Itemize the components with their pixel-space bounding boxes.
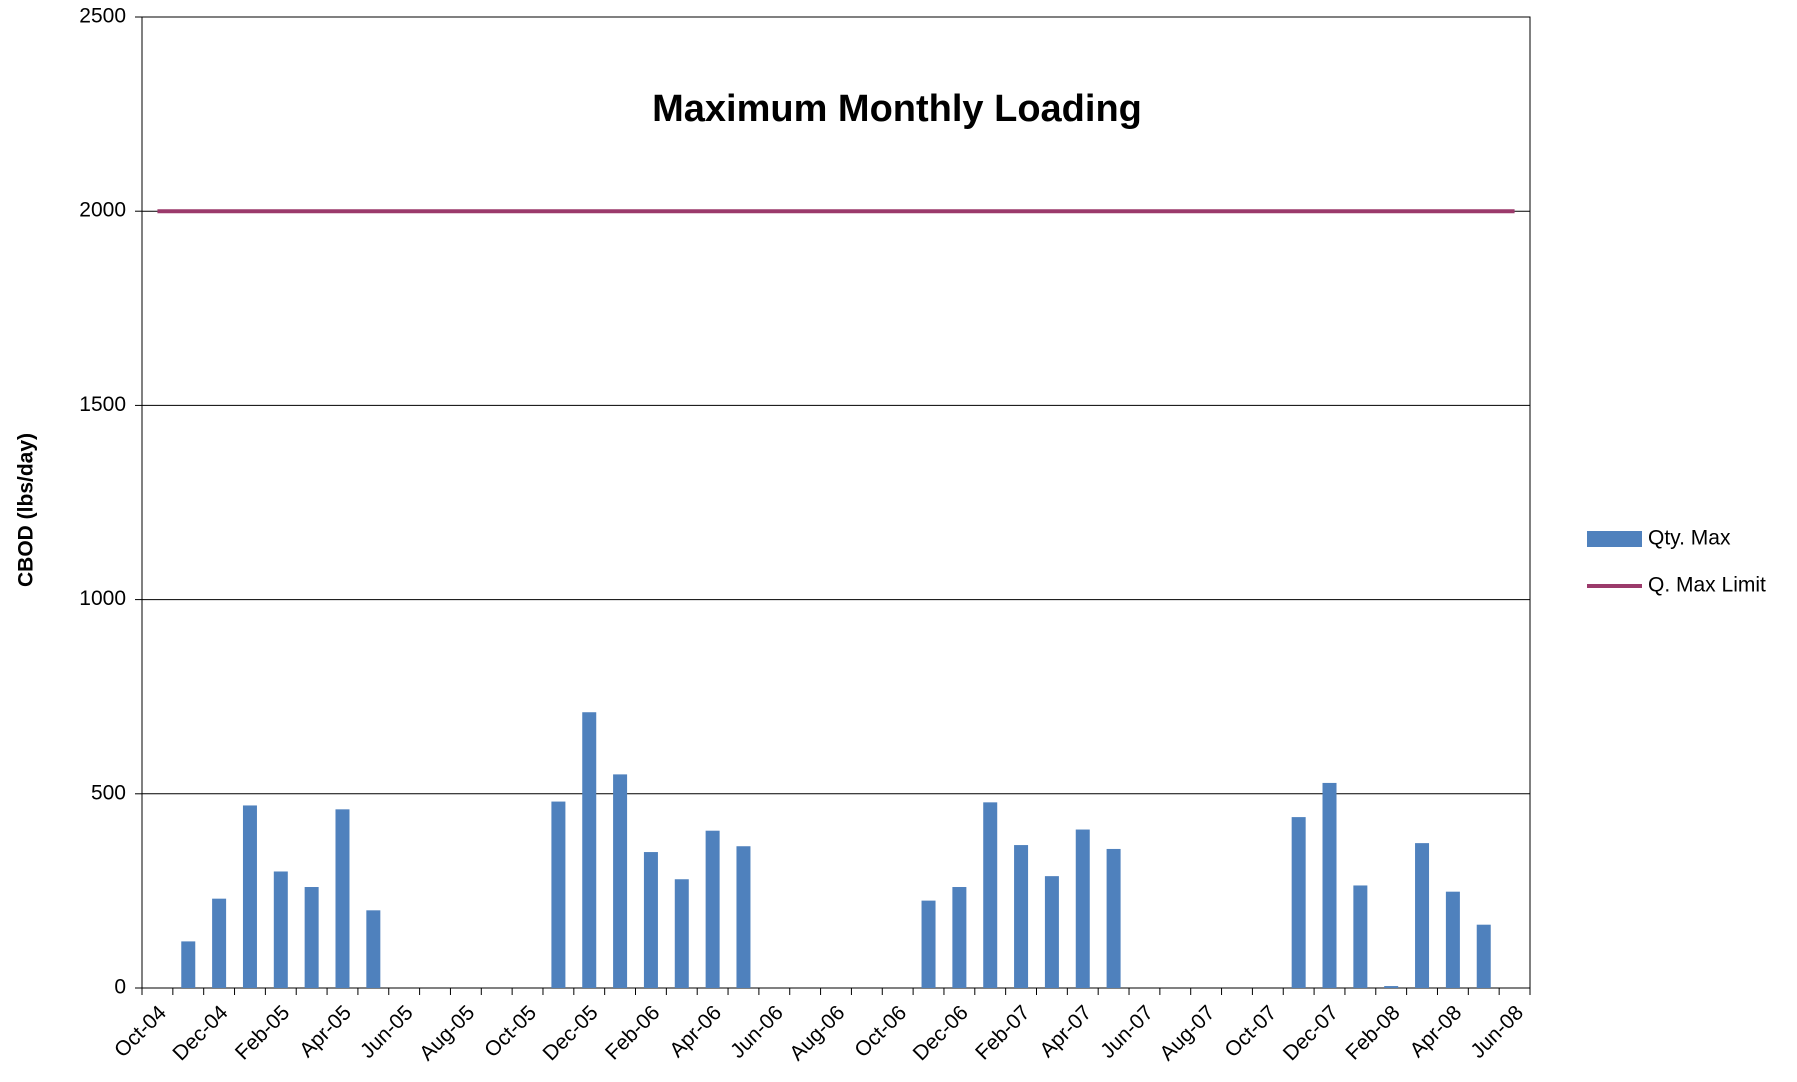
bar xyxy=(1075,829,1090,988)
y-tick-label: 1000 xyxy=(79,587,126,610)
x-tick-label: Dec-06 xyxy=(909,1001,973,1065)
bar xyxy=(952,887,967,988)
x-tick-label: Apr-08 xyxy=(1406,1001,1467,1062)
bar xyxy=(1445,891,1460,988)
x-tick-label: Oct-07 xyxy=(1220,1001,1281,1062)
y-tick-label: 2000 xyxy=(79,199,126,222)
bar xyxy=(304,887,319,988)
y-tick-label: 500 xyxy=(91,781,126,804)
bar xyxy=(366,910,381,988)
bar xyxy=(921,900,936,988)
bar xyxy=(181,941,196,988)
x-tick-label: Aug-05 xyxy=(415,1001,479,1065)
bar xyxy=(1322,782,1337,988)
x-tick-label: Feb-07 xyxy=(971,1001,1034,1064)
legend-swatch xyxy=(1587,531,1642,547)
x-tick-label: Apr-05 xyxy=(295,1001,356,1062)
bar xyxy=(212,898,227,988)
x-tick-label: Apr-06 xyxy=(665,1001,726,1062)
x-tick-label: Apr-07 xyxy=(1035,1001,1096,1062)
x-tick-label: Dec-04 xyxy=(168,1001,232,1065)
x-tick-label: Jun-05 xyxy=(356,1001,418,1063)
x-tick-label: Oct-05 xyxy=(480,1001,541,1062)
y-axis-title: CBOD (lbs/day) xyxy=(15,433,38,587)
chart-title: Maximum Monthly Loading xyxy=(652,88,1142,130)
plot-area xyxy=(141,16,1531,989)
bar xyxy=(1476,924,1491,988)
x-tick-label: Jun-08 xyxy=(1466,1001,1528,1063)
y-tick-label: 1500 xyxy=(79,393,126,416)
bar xyxy=(1415,843,1430,988)
bar xyxy=(1291,817,1306,988)
x-tick-label: Oct-06 xyxy=(850,1001,911,1062)
y-tick-label: 0 xyxy=(114,976,126,999)
x-tick-label: Jun-06 xyxy=(726,1001,788,1063)
bar xyxy=(736,846,751,988)
bar xyxy=(643,852,658,988)
bar xyxy=(705,830,720,988)
bar xyxy=(674,879,689,988)
bar xyxy=(613,774,628,988)
x-tick-label: Oct-04 xyxy=(110,1001,171,1062)
bar xyxy=(582,712,597,988)
y-tick-label: 2500 xyxy=(79,5,126,28)
x-tick-label: Feb-08 xyxy=(1341,1001,1404,1064)
legend-label: Q. Max Limit xyxy=(1648,574,1766,597)
bar xyxy=(551,801,566,988)
bar xyxy=(1384,986,1399,988)
x-tick-label: Jun-07 xyxy=(1096,1001,1158,1063)
x-tick-label: Dec-07 xyxy=(1279,1001,1343,1065)
x-tick-label: Aug-06 xyxy=(785,1001,849,1065)
legend-label: Qty. Max xyxy=(1648,527,1731,550)
bar xyxy=(1014,845,1029,988)
bar xyxy=(1044,876,1059,988)
bar xyxy=(1106,848,1121,988)
bar xyxy=(335,809,350,988)
bar xyxy=(983,802,998,988)
bar xyxy=(273,871,288,988)
x-tick-label: Feb-06 xyxy=(601,1001,664,1064)
x-tick-label: Aug-07 xyxy=(1155,1001,1219,1065)
bar xyxy=(1353,885,1368,988)
bar xyxy=(242,805,257,988)
x-tick-label: Dec-05 xyxy=(539,1001,603,1065)
x-tick-label: Feb-05 xyxy=(231,1001,294,1064)
